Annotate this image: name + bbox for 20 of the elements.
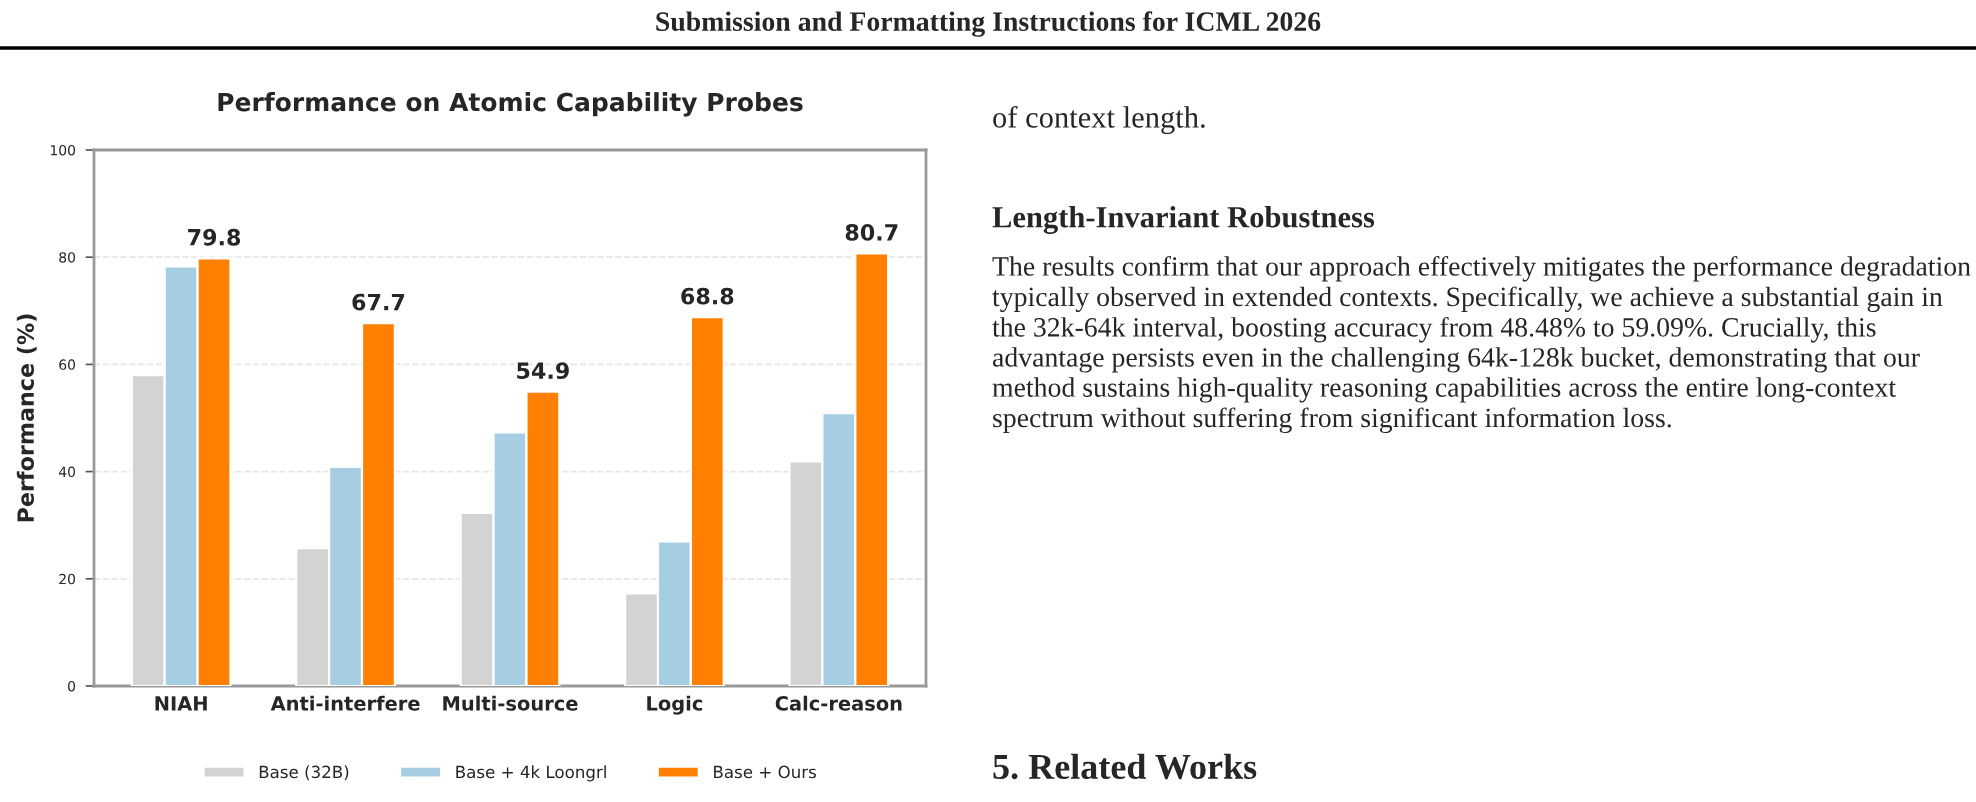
data-label: 80.7 xyxy=(845,224,898,241)
y-axis-title: Performance (%) xyxy=(16,314,37,522)
data-label: 67.7 xyxy=(352,293,405,311)
legend-label: Base (32B) xyxy=(259,765,349,781)
text: of context length. xyxy=(993,105,1205,135)
x-tick-label: NIAH xyxy=(155,696,207,711)
data-label: 79.8 xyxy=(188,228,241,246)
text: Submission and Formatting Instructions for ICML 2026 xyxy=(656,11,1321,37)
chart-title: Performance on Atomic Capability Probes xyxy=(218,92,803,117)
legend-label: Base + 4k Loongrl xyxy=(456,765,606,782)
data-label: 68.8 xyxy=(681,287,734,305)
x-tick-label: Logic xyxy=(647,695,703,715)
text: 5. Related Works xyxy=(993,753,1257,780)
data-label: 54.9 xyxy=(517,362,569,380)
text: The results confirm that our approach effectively mitigates the performance degradation typically observed in extended contexts. Specifically, we achieve a substantial gain in the 32k-64k interval, boosting accuracy from 48.48% to 59.09%. Crucially, this advantage persists even in the challenging 64k-128k bucket, demonstrating that our method sustains high-quality reasoning capabilities across the entire long-context spectrum without suffering from significant information loss. xyxy=(992,256,1971,434)
x-tick-label: Anti-interfere xyxy=(270,695,420,711)
text: Length-Invariant Robustness xyxy=(992,206,1375,234)
x-tick-label: Multi-source xyxy=(443,695,578,711)
legend-label: Base + Ours xyxy=(714,765,816,779)
x-tick-label: Calc-reason xyxy=(775,695,902,711)
